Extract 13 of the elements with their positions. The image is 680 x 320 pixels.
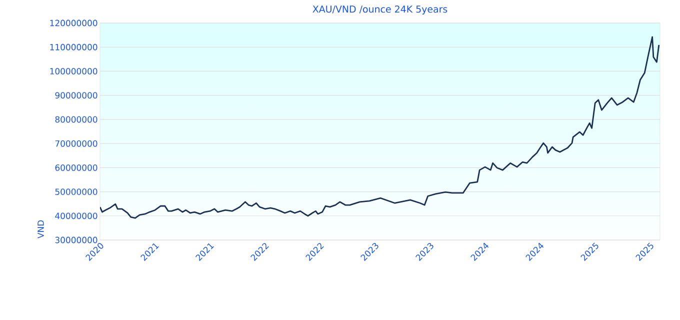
chart-title: XAU/VND /ounce 24K 5years	[312, 6, 448, 15]
y-axis-title: VND	[38, 220, 44, 238]
y-tick-label: 80000000	[55, 116, 98, 123]
y-tick-label: 70000000	[55, 140, 98, 147]
y-tick-label: 100000000	[50, 68, 98, 74]
y-tick-label: 90000000	[55, 92, 98, 99]
y-tick-label: 110000000	[50, 44, 98, 50]
y-tick-label: 40000000	[55, 212, 98, 220]
line-series	[100, 36, 660, 219]
y-tick-label: 60000000	[55, 164, 98, 171]
y-tick-label: 50000000	[55, 188, 98, 195]
y-tick-label: 30000000	[55, 236, 98, 244]
y-tick-label: 120000000	[50, 20, 98, 26]
